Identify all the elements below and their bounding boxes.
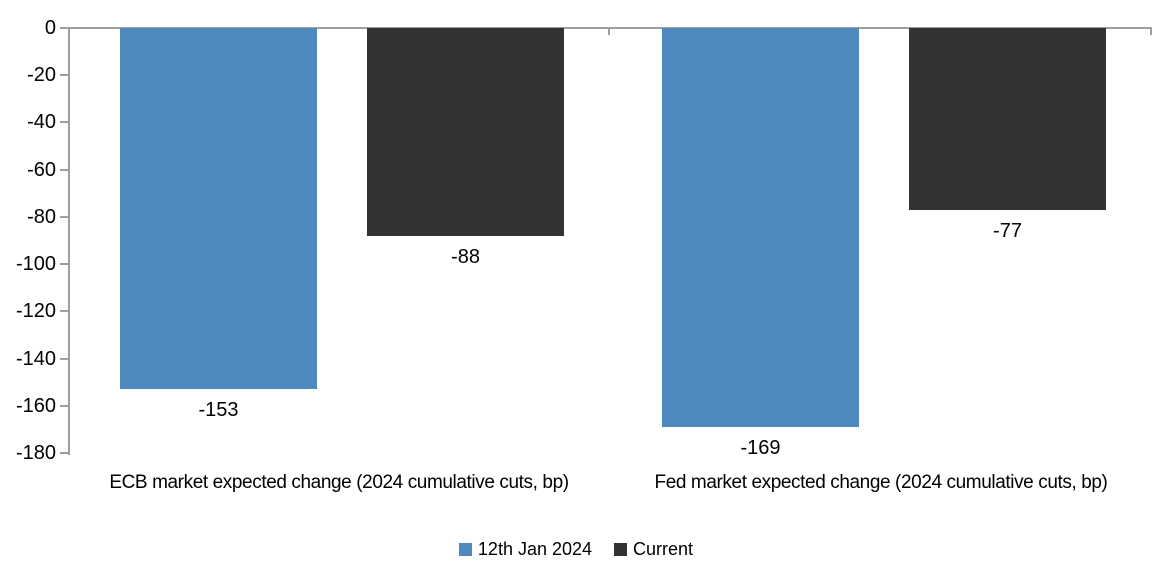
- y-tick-mark: [60, 404, 68, 407]
- bar-current-cat1: [909, 28, 1106, 210]
- category-boundary-tick: [1150, 28, 1152, 35]
- x-axis-baseline: [62, 27, 1152, 29]
- y-tick-label: -100: [15, 253, 56, 276]
- bar-12th-jan-2024-cat1: [662, 28, 859, 428]
- bar-value-label: -153: [198, 399, 239, 422]
- y-tick-mark: [60, 452, 68, 454]
- bar-value-label: -77: [993, 219, 1022, 242]
- y-tick-mark: [60, 27, 68, 29]
- y-tick-label: -60: [27, 158, 56, 181]
- y-tick-label: -120: [15, 300, 56, 323]
- y-tick-label: -40: [27, 111, 56, 134]
- y-tick-mark: [60, 215, 68, 218]
- bar-12th-jan-2024-cat0: [120, 28, 317, 390]
- category-boundary-tick: [608, 28, 610, 35]
- y-tick-mark: [60, 263, 68, 266]
- legend-item-current: Current: [614, 538, 693, 560]
- category-label: Fed market expected change (2024 cumulat…: [654, 472, 1108, 493]
- legend: 12th Jan 2024 Current: [0, 538, 1152, 560]
- y-tick-label: -20: [27, 64, 56, 87]
- y-axis-line: [68, 27, 70, 455]
- y-tick-label: -80: [27, 205, 56, 228]
- y-tick-label: 0: [44, 17, 56, 39]
- legend-label: 12th Jan 2024: [477, 539, 593, 559]
- legend-item-12th-jan-2024: 12th Jan 2024: [458, 538, 593, 560]
- legend-label: Current: [633, 539, 694, 559]
- bar-current-cat0: [367, 28, 564, 236]
- category-label: ECB market expected change (2024 cumulat…: [109, 472, 569, 493]
- y-tick-label: -140: [15, 347, 56, 370]
- bar-value-label: -169: [740, 437, 781, 460]
- y-tick-mark: [60, 74, 68, 77]
- legend-swatch-icon: [614, 542, 628, 556]
- y-tick-label: -180: [15, 442, 56, 464]
- y-tick-mark: [60, 121, 68, 124]
- y-tick-mark: [60, 168, 68, 171]
- y-tick-mark: [60, 310, 68, 313]
- bar-value-label: -88: [451, 245, 480, 268]
- legend-swatch-icon: [458, 542, 472, 556]
- y-tick-label: -160: [15, 394, 56, 417]
- y-tick-mark: [60, 357, 68, 360]
